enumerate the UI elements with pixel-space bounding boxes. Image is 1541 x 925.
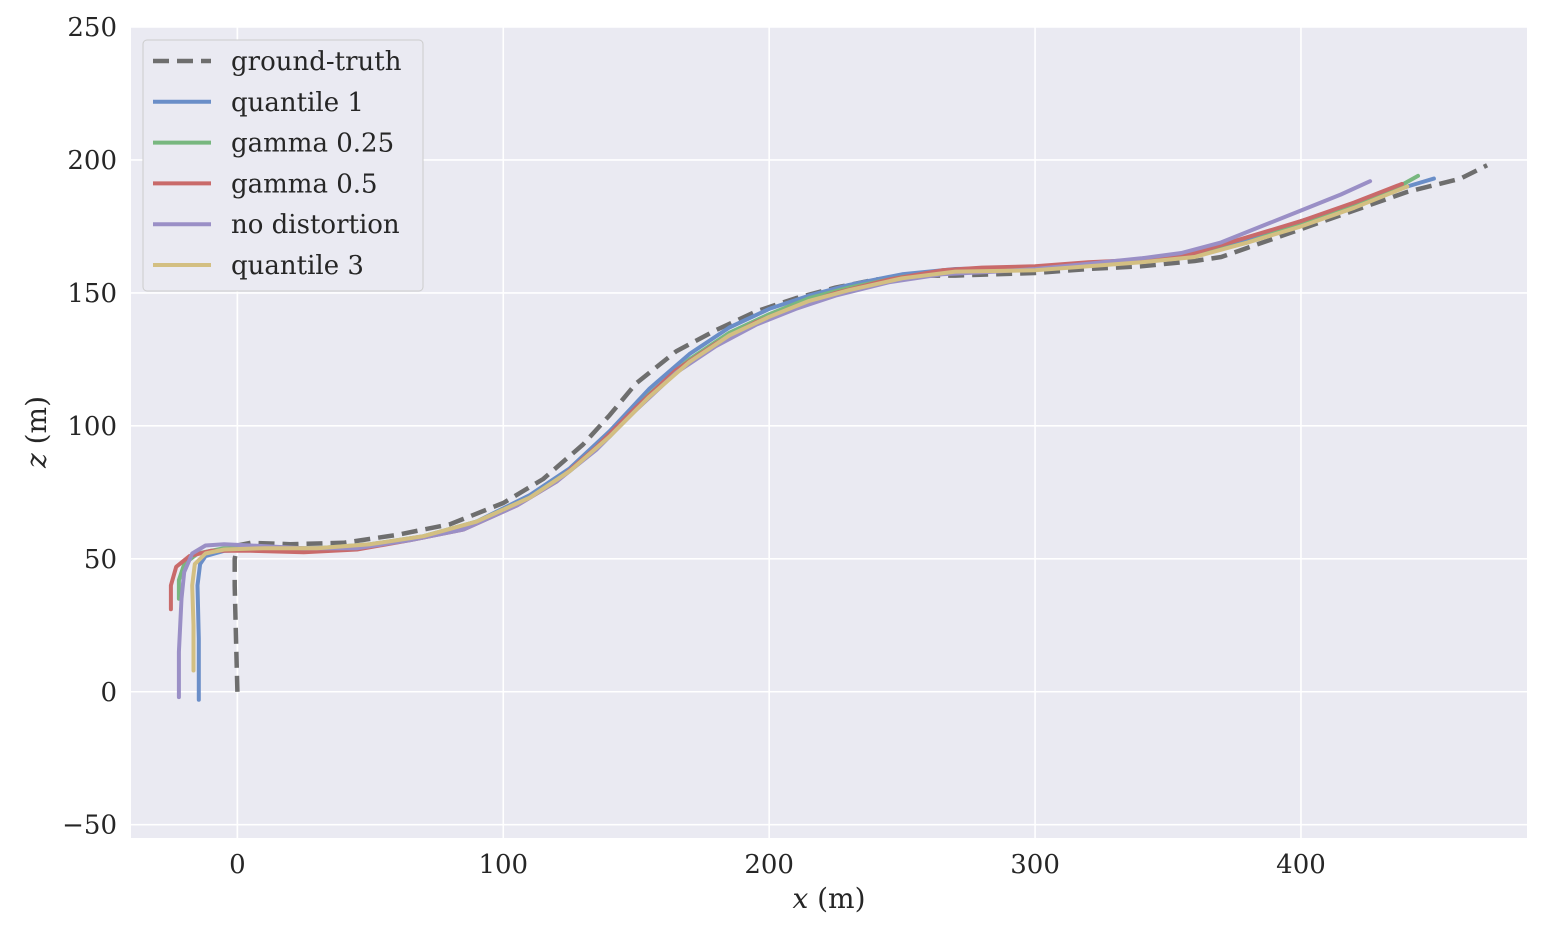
y-tick-label: 0 <box>100 678 117 708</box>
y-tick-labels: −50 0 50 100 150 200 250 <box>62 13 117 841</box>
x-tick-label: 200 <box>744 850 794 880</box>
legend-label-quantile-1: quantile 1 <box>231 88 364 118</box>
y-tick-label: −50 <box>62 811 117 841</box>
y-axis-var: z <box>20 453 53 469</box>
legend-items: ground-truth quantile 1 gamma 0.25 gamma 0.… <box>153 47 402 281</box>
legend-box <box>142 39 424 292</box>
legend-label-ground-truth: ground-truth <box>231 47 402 77</box>
legend-label-no-distortion: no distortion <box>231 210 400 240</box>
y-tick-label: 50 <box>84 545 117 575</box>
x-axis-label: x (m) <box>792 882 865 915</box>
legend: ground-truth quantile 1 gamma 0.25 gamma 0.… <box>142 39 424 292</box>
x-axis-unit: (m) <box>808 882 865 915</box>
series-lines <box>168 163 1489 702</box>
y-tick-label: 150 <box>67 279 117 309</box>
x-tick-label: 400 <box>1276 850 1326 880</box>
x-tick-label: 0 <box>229 850 246 880</box>
x-axis-var: x <box>792 882 808 915</box>
x-tick-label: 100 <box>478 850 528 880</box>
y-tick-label: 200 <box>67 146 117 176</box>
x-tick-labels: 0 100 200 300 400 <box>229 850 1326 880</box>
legend-label-gamma-0-25: gamma 0.25 <box>231 129 394 159</box>
y-axis-label: z (m) <box>20 396 53 469</box>
y-tick-label: 250 <box>67 13 117 43</box>
y-axis-unit: (m) <box>20 396 53 453</box>
x-tick-label: 300 <box>1010 850 1060 880</box>
legend-label-quantile-3: quantile 3 <box>231 251 364 281</box>
y-tick-label: 100 <box>67 412 117 442</box>
legend-label-gamma-0-5: gamma 0.5 <box>231 169 378 199</box>
series-line-quantile-3 <box>190 184 1410 673</box>
